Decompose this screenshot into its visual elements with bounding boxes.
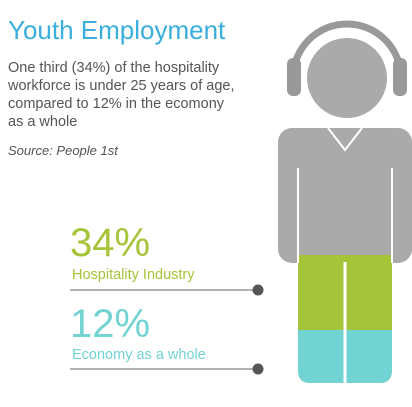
description-line: workforce is under 25 years of age,: [7, 78, 234, 94]
collar: [327, 127, 363, 152]
ear-cup: [393, 58, 407, 96]
title: Youth Employment: [8, 15, 226, 45]
source: Source: People 1st: [8, 143, 119, 158]
description-line: One third (34%) of the hospitality: [8, 60, 220, 76]
stat-label: Economy as a whole: [72, 347, 206, 363]
headphone-band: [289, 20, 405, 79]
leader-dot: [252, 363, 264, 375]
stat-value: 34%: [70, 221, 150, 265]
description-line: compared to 12% in the ecomony: [8, 96, 225, 112]
leader-dot: [252, 284, 264, 296]
head: [307, 38, 387, 118]
stat-value: 12%: [70, 302, 150, 346]
torso: [278, 128, 412, 263]
stat-label: Hospitality Industry: [72, 267, 195, 283]
description-line: as a whole: [8, 114, 77, 130]
person-figure: [278, 20, 412, 383]
ear-cup: [287, 58, 301, 96]
